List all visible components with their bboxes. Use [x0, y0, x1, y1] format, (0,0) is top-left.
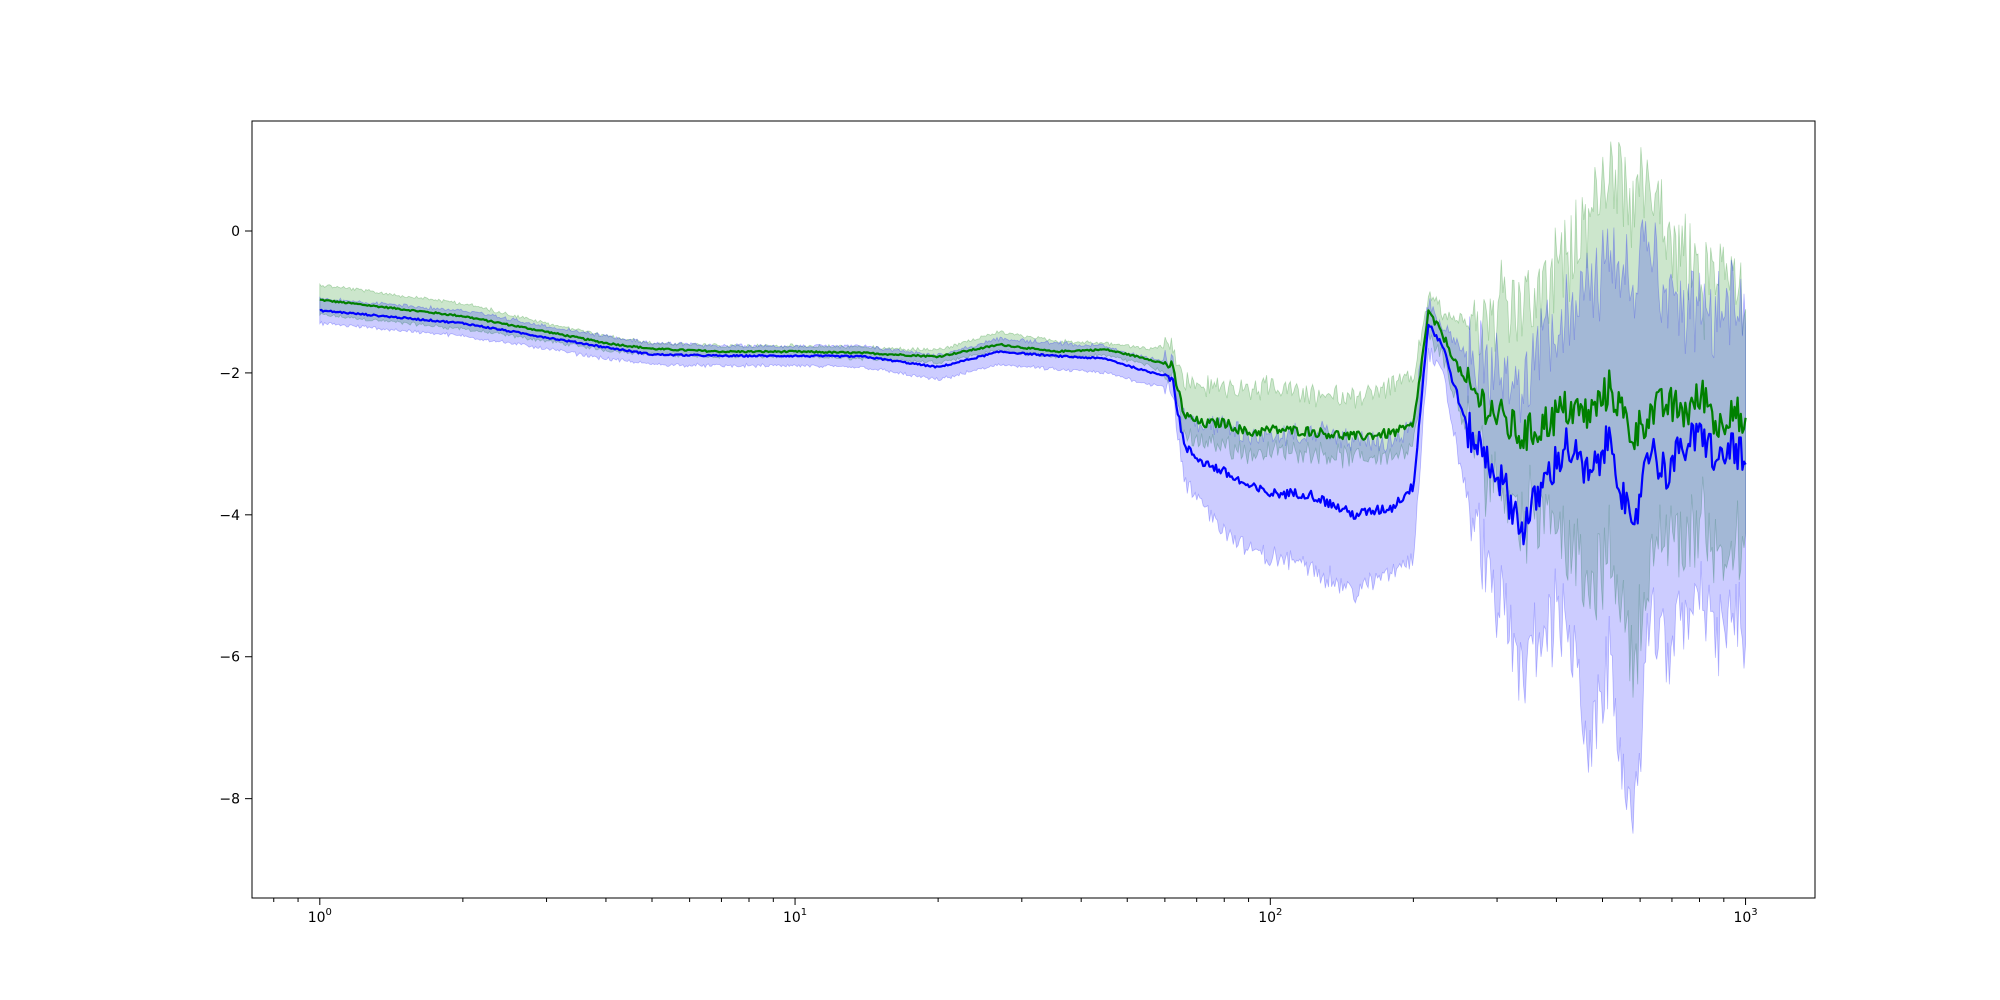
x-tick-label: 103	[1733, 907, 1757, 926]
series-2-band	[319, 219, 1746, 834]
x-tick-label: 100	[308, 907, 332, 926]
x-axis: 100 101 102 103	[273, 898, 1758, 926]
y-tick-label: 0	[231, 224, 240, 240]
plot-frame	[251, 120, 1816, 899]
y-tick-label: −8	[219, 792, 240, 808]
x-tick-label: 102	[1258, 907, 1282, 926]
y-tick-label: −6	[219, 650, 240, 666]
series-2-line	[319, 308, 1747, 546]
y-axis: 0 −2 −4 −6 −8	[219, 224, 252, 808]
y-tick-label: −2	[219, 366, 240, 382]
x-tick-label: 101	[783, 907, 807, 926]
y-tick-label: −4	[219, 508, 240, 524]
series-lines	[319, 298, 1747, 546]
series-1-line	[319, 298, 1747, 452]
